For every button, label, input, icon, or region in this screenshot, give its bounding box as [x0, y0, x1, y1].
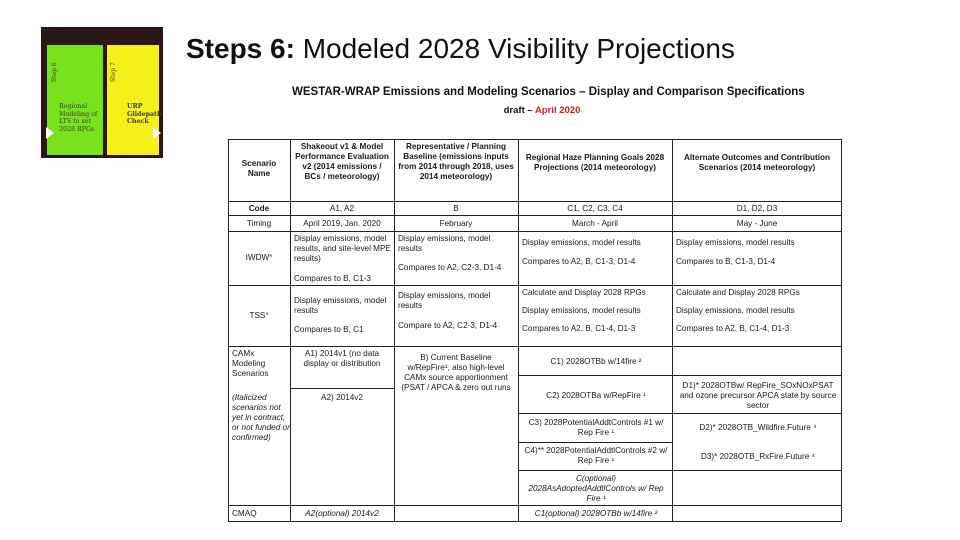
- camx-c2: C2) 2028OTBa w/RepFire ¹: [546, 391, 646, 400]
- play-arrow-icon: [46, 127, 54, 139]
- camx-a2: A2) 2014v2: [321, 393, 363, 402]
- step-thumbnail: Step 6 Regional Modeling of LTS to set 2…: [41, 27, 163, 158]
- camx-label: CAMx Modeling Scenarios: [232, 349, 269, 378]
- tss-c4b: Display emissions, model results: [676, 306, 795, 315]
- camx-d1: D1)* 2028OTBw/ RepFire_SOxNOxPSAT and oz…: [679, 381, 837, 410]
- tss-c3c: Compares to A2, B, C1-4, D1-3: [522, 324, 636, 333]
- tss-c1b: Compares to B, C1: [294, 325, 364, 334]
- iwdw-c1b: Compares to B, C1-3: [294, 274, 371, 283]
- tss-c4a: Calculate and Display 2028 RPGs: [676, 288, 800, 297]
- title-step: Steps 6:: [186, 33, 295, 64]
- camx-c5: C(optional) 2028AsAdoptedAddtlControls w…: [528, 474, 664, 503]
- timing-label: Timing: [246, 219, 272, 228]
- draft-line: draft – April 2020: [292, 105, 792, 116]
- camx-d3: D3)* 2028OTB_RxFire.Future ⁴: [700, 452, 816, 461]
- timing-c4: May - June: [736, 219, 778, 228]
- tss-c3b: Display emissions, model results: [522, 306, 641, 315]
- page-title: Steps 6: Modeled 2028 Visibility Project…: [186, 33, 735, 65]
- tss-label-text: TSS: [249, 311, 266, 320]
- timing-c1: April 2019, Jan. 2020: [303, 219, 381, 228]
- iwdw-c2b: Compares to A2, C2-3, D1-4: [398, 263, 502, 272]
- step7-text: URP Glidepath Check: [127, 103, 162, 126]
- cmaq-label: CMAQ: [232, 509, 257, 518]
- play-arrow-icon: [153, 127, 161, 139]
- iwdw-star: *: [269, 253, 273, 262]
- tss-star: *: [265, 311, 269, 320]
- draft-prefix: draft –: [503, 105, 535, 116]
- iwdw-c3a: Display emissions, model results: [522, 238, 641, 247]
- iwdw-c3b: Compares to A2, B, C1-3, D1-4: [522, 257, 636, 266]
- tss-c2b: Compare to A2, C2-3, D1-4: [398, 321, 498, 330]
- timing-c2: February: [439, 219, 473, 228]
- camx-a1: A1) 2014v1 (no data display or distribut…: [303, 349, 381, 368]
- header-scenario: Scenario Name: [241, 159, 277, 178]
- title-text: Modeled 2028 Visibility Projections: [294, 33, 735, 64]
- camx-d2: D2)* 2028OTB_Wildfire.Future ⁴: [699, 423, 817, 432]
- step7-panel: Step 7 URP Glidepath Check: [107, 45, 162, 155]
- tss-c3a: Calculate and Display 2028 RPGs: [522, 288, 646, 297]
- scenarios-table: Scenario Name Shakeout v1 & Model Perfor…: [228, 139, 842, 522]
- header-shakeout: Shakeout v1 & Model Performance Evaluati…: [295, 142, 389, 181]
- header-alternate: Alternate Outcomes and Contribution Scen…: [683, 153, 831, 172]
- code-c4: D1, D2, D3: [736, 204, 778, 213]
- tss-label: TSS*: [230, 311, 288, 321]
- tss-c2a: Display emissions, model results: [398, 291, 491, 310]
- code-c2: B: [453, 204, 459, 213]
- tss-c4c: Compares to A2, B, C1-4, D1-3: [676, 324, 790, 333]
- camx-c4: C4)** 2028PotentialAddtlControls #2 w/ R…: [524, 446, 668, 465]
- cmaq-c: C1(optional) 2028OTBb w/14fire ²: [534, 509, 658, 518]
- camx-b: B) Current Baseline w/RepFire¹, also hig…: [401, 353, 511, 392]
- code-c1: A1, A2: [329, 204, 355, 213]
- camx-c3: C3) 2028PotentialAddtControls #1 w/ Rep …: [528, 418, 664, 437]
- header-baseline: Representative / Planning Baseline (emis…: [398, 142, 514, 181]
- code-c3: C1, C2, C3, C4: [567, 204, 623, 213]
- step6-tab: Step 6: [51, 62, 58, 82]
- tss-c1a: Display emissions, model results: [294, 296, 387, 315]
- iwdw-c1a: Display emissions, model results, and si…: [294, 234, 391, 263]
- iwdw-label: IWDW*: [230, 253, 288, 263]
- step7-tab: Step 7: [110, 62, 117, 82]
- timing-c3: March - April: [572, 219, 618, 228]
- camx-c1: C1) 2028OTBb w/14fire ²: [550, 357, 642, 366]
- camx-note: (Italicized scenarios not yet in contrac…: [232, 393, 290, 442]
- iwdw-c4b: Compares to B, C1-3, D1-4: [676, 257, 776, 266]
- step6-panel: Step 6 Regional Modeling of LTS to set 2…: [47, 45, 103, 155]
- document-heading: WESTAR-WRAP Emissions and Modeling Scena…: [292, 86, 805, 98]
- header-rpg: Regional Haze Planning Goals 2028 Projec…: [525, 153, 665, 172]
- cmaq-a: A2(optional) 2014v2: [305, 509, 379, 518]
- step6-text: Regional Modeling of LTS to set 2028 RPG…: [59, 103, 98, 133]
- iwdw-c4a: Display emissions, model results: [676, 238, 795, 247]
- code-label: Code: [248, 204, 270, 213]
- iwdw-label-text: IWDW: [245, 253, 270, 262]
- draft-date: April 2020: [534, 105, 581, 116]
- iwdw-c2a: Display emissions, model results: [398, 234, 491, 253]
